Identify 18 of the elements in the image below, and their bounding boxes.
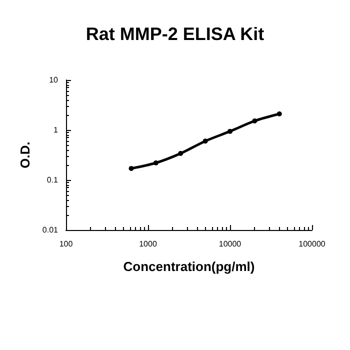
x-axis-title: Concentration(pg/ml) bbox=[123, 259, 255, 274]
x-tick-label: 100 bbox=[59, 240, 74, 248]
y-tick-label: 0.1 bbox=[46, 176, 59, 184]
x-tick-label: 10000 bbox=[218, 240, 242, 248]
point bbox=[178, 150, 184, 156]
x-tick-label: 100000 bbox=[298, 240, 326, 248]
point bbox=[252, 118, 258, 124]
point bbox=[128, 166, 134, 171]
y-tick-label: 1 bbox=[54, 126, 59, 134]
point bbox=[153, 160, 158, 166]
y-axis-title: O.D. bbox=[18, 142, 33, 168]
point bbox=[228, 128, 232, 134]
chart-title: Rat MMP-2 ELISA Kit bbox=[86, 24, 264, 44]
point bbox=[276, 111, 282, 116]
x-tick-label: 1000 bbox=[139, 240, 158, 248]
point bbox=[202, 138, 208, 144]
y-tick-label: 10 bbox=[49, 76, 59, 84]
y-tick-label: 0.01 bbox=[42, 226, 59, 234]
